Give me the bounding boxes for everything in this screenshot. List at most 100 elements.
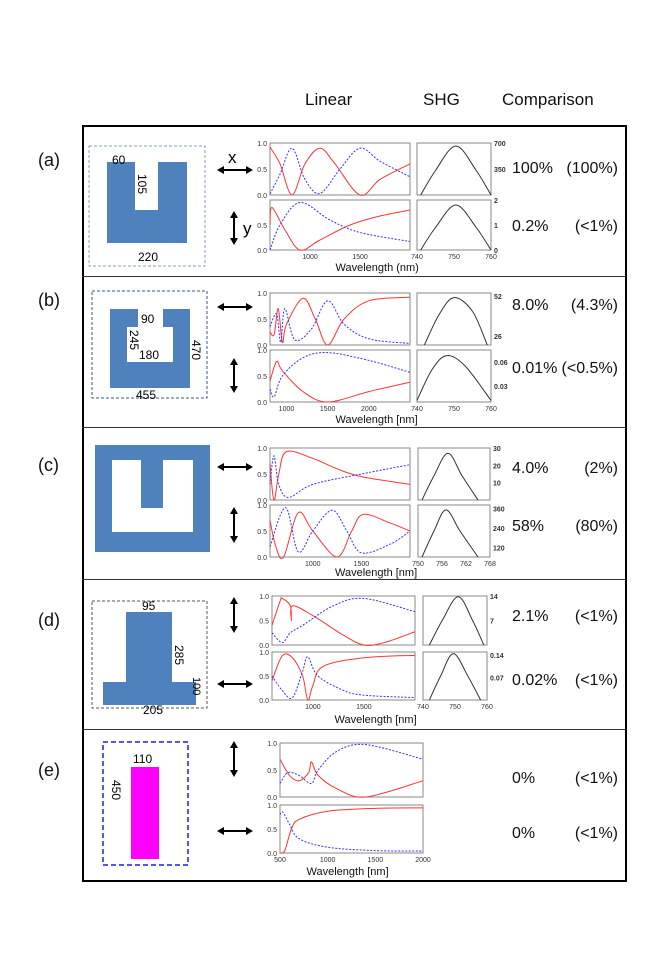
series-shg-line <box>420 204 492 251</box>
plot-frame <box>416 349 492 403</box>
series-red-line <box>269 296 411 346</box>
series-blue-line <box>269 352 411 398</box>
y-tick-label: 0.5 <box>257 529 267 536</box>
chart-b-shg-top: 26 52 <box>416 292 502 346</box>
split-ring-shape <box>110 309 190 388</box>
y-tick-label: 0.14 <box>490 653 504 660</box>
series-blue-line <box>269 507 411 554</box>
plot-frame <box>269 142 411 196</box>
reference-value: (100%) <box>566 160 618 177</box>
unit-cell-outline <box>102 741 189 866</box>
chart-c-shg-bottom: 120 240 360 750 756 762 768 <box>412 504 505 568</box>
plot-frame <box>271 651 416 701</box>
series-red-line <box>269 360 411 403</box>
y-tick-label: 20 <box>493 463 501 470</box>
y-tick-label: 1.0 <box>259 594 269 601</box>
x-axis-label: Wavelength [nm] <box>334 714 417 726</box>
plot-frame <box>279 742 424 798</box>
x-tick-label: 1500 <box>368 857 384 864</box>
series-red-line <box>269 511 411 560</box>
shg-efficiency-value: 58% <box>512 518 545 535</box>
series-blue-line <box>269 300 411 344</box>
row-label-d: (d) <box>38 610 60 630</box>
polarization-arrows <box>217 166 253 835</box>
dim-label: 105 <box>135 174 149 194</box>
plot-frame <box>269 447 411 501</box>
series-shg-line <box>428 596 485 646</box>
chart-d-shg-top: 7 14 <box>422 594 498 646</box>
shape-e: 110 450 <box>102 741 189 866</box>
shg-efficiency-value: 4.0% <box>512 460 549 477</box>
y-tick-label: 1.0 <box>267 741 277 748</box>
dim-label: 450 <box>109 780 123 800</box>
x-axis-label: Wavelength [nm] <box>335 567 418 579</box>
row-label-a: (a) <box>38 150 60 170</box>
y-tick-label: 1.0 <box>259 650 269 657</box>
reference-value: (<1%) <box>574 825 618 842</box>
series-shg-line <box>416 355 492 401</box>
y-tick-label: 0.0 <box>267 851 277 858</box>
series-blue-line <box>269 147 411 195</box>
row-label-b: (b) <box>38 290 60 310</box>
x-tick-label: 750 <box>448 406 460 413</box>
reference-value: (<1%) <box>574 672 618 689</box>
series-shg-line <box>421 509 479 558</box>
x-tick-label: 750 <box>449 704 461 711</box>
x-axis-label: Wavelength [nm] <box>335 414 418 426</box>
row-label-e: (e) <box>38 760 60 780</box>
x-tick-label: 1500 <box>354 561 370 568</box>
y-tick-label: 0.5 <box>267 827 277 834</box>
reference-value: (<1%) <box>574 218 618 235</box>
plot-frame <box>279 804 424 854</box>
x-tick-label: 740 <box>417 704 429 711</box>
dim-label: 455 <box>136 388 156 402</box>
chart-c-linear-bottom: 0.0 0.5 1.0 1000 1500 <box>257 503 411 568</box>
y-tick-label: 120 <box>493 545 505 552</box>
plot-frame <box>416 292 492 346</box>
y-tick-label: 0.0 <box>259 698 269 705</box>
chart-b-shg-bottom: 0.03 0.06 740 750 760 <box>411 349 508 413</box>
reference-value: (80%) <box>575 518 618 535</box>
horizontal-polarization-arrow-icon <box>217 166 253 174</box>
x-tick-label: 760 <box>485 254 497 261</box>
t-shape <box>103 612 196 705</box>
y-tick-label: 0.5 <box>257 317 267 324</box>
x-tick-label: 740 <box>411 406 423 413</box>
x-axis-label: Wavelength (nm) <box>335 262 419 274</box>
x-tick-label: 1500 <box>352 254 368 261</box>
y-tick-label: 0.5 <box>259 619 269 626</box>
dim-label: 100 <box>190 677 202 695</box>
shape-a: 60 105 220 <box>88 145 206 267</box>
x-tick-label: 760 <box>481 704 493 711</box>
chart-b-linear-bottom: 0.0 0.5 1.0 1000 1500 2000 <box>257 348 411 413</box>
dim-label: 90 <box>141 312 155 326</box>
vertical-polarization-arrow-icon <box>230 741 238 777</box>
chart-d-shg-bottom: 0.07 0.14 740 750 760 <box>417 651 504 711</box>
x-tick-label: 760 <box>485 406 497 413</box>
series-blue-line <box>279 811 424 852</box>
chart-a-shg-bottom: 0 1 2 740 750 760 <box>411 198 498 261</box>
shg-efficiency-value: 0.01% <box>512 360 558 377</box>
unit-cell-outline <box>91 290 208 399</box>
series-blue-line <box>279 743 424 785</box>
shg-efficiency-value: 0.02% <box>512 672 558 689</box>
y-tick-label: 0 <box>494 248 498 255</box>
y-tick-label: 26 <box>494 334 502 341</box>
y-tick-label: 30 <box>493 446 501 453</box>
chart-e-linear-top: 0.0 0.5 1.0 <box>267 741 424 802</box>
shg-efficiency-value: 100% <box>512 160 553 177</box>
nanorod-shape <box>131 767 159 859</box>
chart-c-shg-top: 10 20 30 <box>417 446 501 501</box>
unit-cell-outline <box>91 600 208 709</box>
plot-frame <box>269 199 411 251</box>
plot-frame <box>422 595 488 646</box>
dim-label: 110 <box>133 752 152 766</box>
x-tick-label: 2000 <box>415 857 431 864</box>
series-red-line <box>269 206 411 251</box>
plot-frame <box>269 292 411 346</box>
header-shg: SHG <box>423 90 460 109</box>
series-shg-line <box>428 653 482 701</box>
y-tick-label: 0.0 <box>259 643 269 650</box>
reference-value: (<0.5%) <box>561 360 618 377</box>
y-tick-label: 0.03 <box>494 384 508 391</box>
